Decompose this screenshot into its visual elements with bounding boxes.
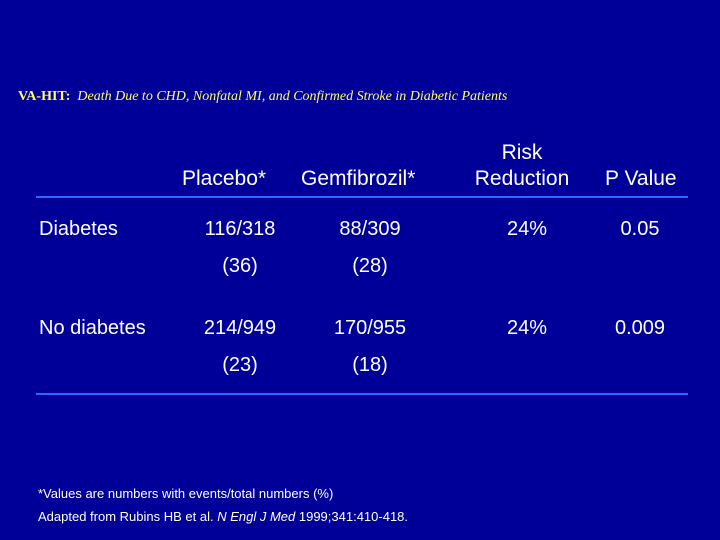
cell-gemfibrozil: 88/309 xyxy=(339,218,401,240)
cell-placebo: 116/318 xyxy=(204,218,276,240)
cell-placebo: 214/949 xyxy=(203,317,277,339)
cell-risk-reduction: 24% xyxy=(506,218,548,240)
cell-gemfibrozil-pct: (28) xyxy=(352,255,388,277)
title-prefix: VA-HIT: xyxy=(18,89,71,104)
header-placebo: Placebo* xyxy=(182,167,267,190)
top-rule xyxy=(36,196,688,198)
cell-p-value: 0.05 xyxy=(620,218,660,240)
cell-gemfibrozil-pct: (18) xyxy=(352,354,388,376)
footnote-source: Adapted from Rubins HB et al. N Engl J M… xyxy=(38,509,408,524)
bottom-rule xyxy=(36,393,688,395)
cell-risk-reduction: 24% xyxy=(506,317,548,339)
header-risk-line1: Risk xyxy=(501,141,543,164)
cell-gemfibrozil: 170/955 xyxy=(333,317,407,339)
header-gemfibrozil: Gemfibrozil* xyxy=(301,167,416,190)
cell-placebo-pct: (36) xyxy=(222,255,258,277)
source-journal: N Engl J Med xyxy=(217,509,296,524)
title-text: Death Due to CHD, Nonfatal MI, and Confi… xyxy=(77,89,508,104)
header-risk-reduction: Risk Reduction xyxy=(462,140,582,192)
row-label-diabetes: Diabetes xyxy=(39,218,118,240)
cell-p-value: 0.009 xyxy=(614,317,666,339)
source-prefix: Adapted from Rubins HB et al. xyxy=(38,509,218,524)
slide-title: VA-HIT: Death Due to CHD, Nonfatal MI, a… xyxy=(18,89,507,105)
source-citation: 1999;341:410-418. xyxy=(295,509,409,524)
header-p-value: P Value xyxy=(605,167,677,190)
row-label-no-diabetes: No diabetes xyxy=(39,317,146,339)
header-risk-line2: Reduction xyxy=(474,167,570,190)
footnote-values: *Values are numbers with events/total nu… xyxy=(38,486,334,501)
cell-placebo-pct: (23) xyxy=(222,354,258,376)
